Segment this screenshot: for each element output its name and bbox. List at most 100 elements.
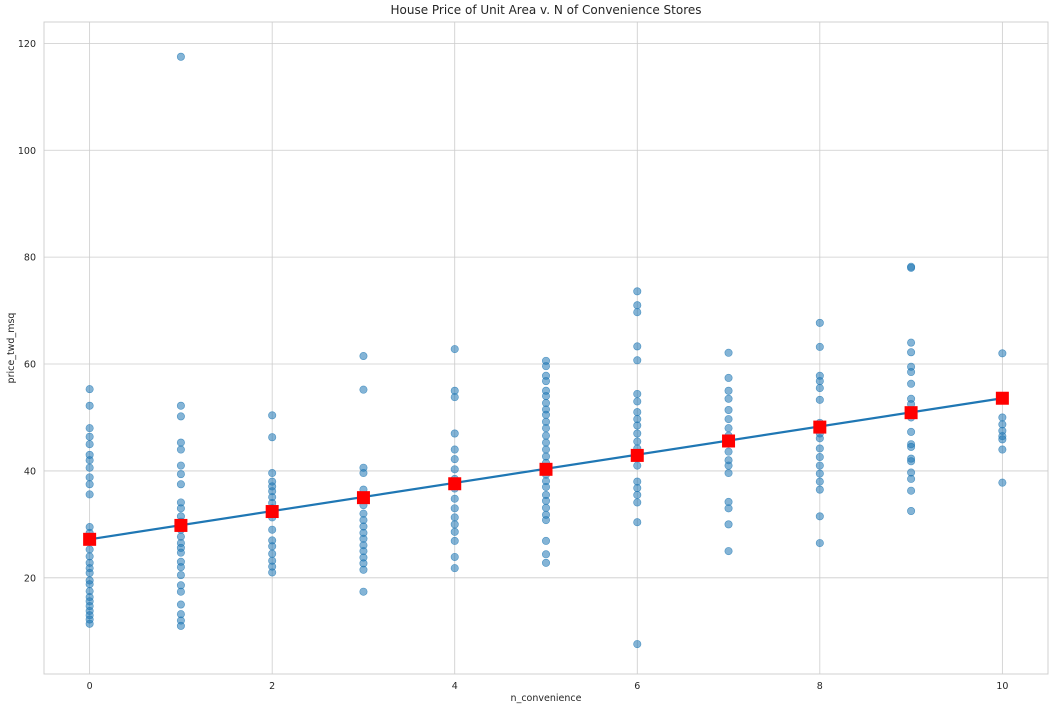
scatter-point bbox=[85, 385, 94, 394]
scatter-point bbox=[724, 394, 733, 403]
scatter-point bbox=[176, 438, 185, 447]
scatter-point bbox=[450, 393, 459, 402]
scatter-point bbox=[815, 395, 824, 404]
mean-marker bbox=[722, 434, 736, 448]
chart-title: House Price of Unit Area v. N of Conveni… bbox=[390, 3, 701, 17]
scatter-point bbox=[724, 504, 733, 513]
scatter-point bbox=[541, 536, 550, 545]
scatter-point bbox=[359, 565, 368, 574]
scatter-point bbox=[176, 412, 185, 421]
y-tick-label: 80 bbox=[24, 253, 36, 264]
scatter-point bbox=[998, 445, 1007, 454]
scatter-point bbox=[450, 520, 459, 529]
scatter-point bbox=[541, 503, 550, 512]
scatter-point bbox=[633, 421, 642, 430]
y-tick-label: 120 bbox=[18, 39, 36, 50]
x-tick-label: 0 bbox=[87, 681, 93, 692]
scatter-point bbox=[541, 377, 550, 386]
scatter-point bbox=[907, 486, 916, 495]
mean-marker bbox=[630, 448, 644, 462]
scatter-point bbox=[724, 520, 733, 529]
scatter-point bbox=[907, 348, 916, 357]
mean-marker bbox=[539, 462, 553, 476]
scatter-point bbox=[541, 516, 550, 525]
scatter-point bbox=[176, 600, 185, 609]
x-tick-label: 4 bbox=[452, 681, 458, 692]
scatter-point bbox=[541, 438, 550, 447]
scatter-point bbox=[907, 474, 916, 483]
scatter-point bbox=[268, 525, 277, 534]
scatter-point bbox=[815, 342, 824, 351]
scatter-point bbox=[541, 392, 550, 401]
mean-marker bbox=[356, 491, 370, 505]
scatter-point bbox=[633, 342, 642, 351]
scatter-point bbox=[85, 545, 94, 554]
scatter-point bbox=[907, 442, 916, 451]
scatter-point bbox=[541, 424, 550, 433]
scatter-point bbox=[450, 513, 459, 522]
scatter-point bbox=[85, 473, 94, 482]
scatter-point bbox=[85, 463, 94, 472]
y-tick-label: 100 bbox=[18, 146, 36, 157]
scatter-point bbox=[176, 401, 185, 410]
scatter-point bbox=[633, 287, 642, 296]
scatter-point bbox=[633, 308, 642, 317]
scatter-point bbox=[450, 504, 459, 513]
scatter-point bbox=[633, 389, 642, 398]
scatter-point bbox=[85, 456, 94, 465]
y-tick-label: 60 bbox=[24, 360, 36, 371]
scatter-point bbox=[450, 527, 459, 536]
scatter-point bbox=[268, 433, 277, 442]
scatter-point bbox=[998, 478, 1007, 487]
scatter-point bbox=[541, 410, 550, 419]
scatter-point bbox=[907, 338, 916, 347]
scatter-point bbox=[359, 469, 368, 478]
scatter-point bbox=[176, 461, 185, 470]
scatter-point bbox=[633, 429, 642, 438]
y-tick-label: 20 bbox=[24, 573, 36, 584]
scatter-point bbox=[633, 640, 642, 649]
scatter-point bbox=[450, 552, 459, 561]
scatter-point bbox=[85, 580, 94, 589]
scatter-point bbox=[176, 587, 185, 596]
y-axis-label: price_twd_msq bbox=[6, 313, 17, 384]
scatter-point bbox=[176, 548, 185, 557]
scatter-point bbox=[450, 536, 459, 545]
scatter-point bbox=[724, 415, 733, 424]
scatter-point bbox=[815, 377, 824, 386]
scatter-point bbox=[724, 461, 733, 470]
scatter-point bbox=[541, 496, 550, 505]
scatter-point bbox=[541, 362, 550, 371]
scatter-point bbox=[815, 539, 824, 548]
scatter-point bbox=[541, 482, 550, 491]
scatter-point bbox=[268, 411, 277, 420]
scatter-point bbox=[450, 564, 459, 573]
scatter-point bbox=[633, 301, 642, 310]
scatter-point bbox=[176, 563, 185, 572]
scatter-point bbox=[450, 465, 459, 474]
mean-marker bbox=[813, 420, 827, 434]
x-tick-label: 6 bbox=[634, 681, 640, 692]
scatter-point bbox=[907, 457, 916, 466]
scatter-point bbox=[815, 461, 824, 470]
scatter-point bbox=[633, 461, 642, 470]
scatter-point bbox=[176, 470, 185, 479]
scatter-point bbox=[907, 263, 916, 272]
scatter-point bbox=[815, 434, 824, 443]
x-tick-label: 2 bbox=[269, 681, 275, 692]
plot-frame bbox=[43, 21, 1049, 675]
scatter-point bbox=[450, 455, 459, 464]
scatter-point bbox=[176, 504, 185, 513]
scatter-point bbox=[176, 445, 185, 454]
scatter-point bbox=[176, 621, 185, 630]
scatter-point bbox=[724, 386, 733, 395]
scatter-point bbox=[176, 571, 185, 580]
scatter-point bbox=[85, 401, 94, 410]
scatter-point bbox=[176, 52, 185, 61]
scatter-point bbox=[85, 619, 94, 628]
x-tick-label: 10 bbox=[996, 681, 1008, 692]
mean-marker bbox=[995, 391, 1009, 405]
scatter-point bbox=[724, 405, 733, 414]
scatter-point bbox=[907, 427, 916, 436]
